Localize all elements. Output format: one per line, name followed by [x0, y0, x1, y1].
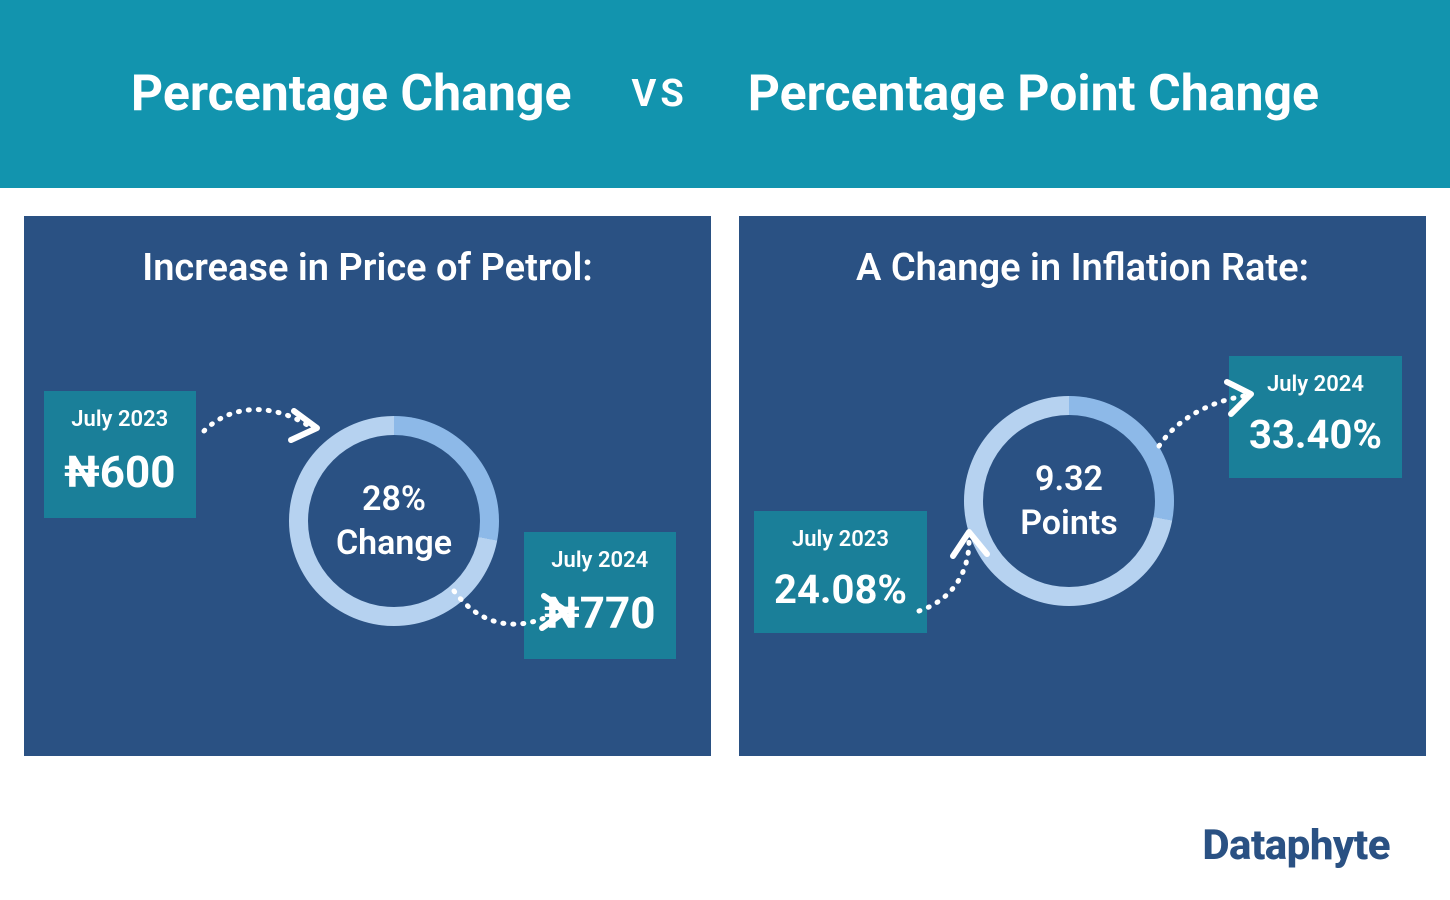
panel-percentage-point-change: A Change in Inflation Rate: July 2023 24… — [739, 216, 1426, 756]
inflation-change-donut: 9.32 Points — [964, 396, 1174, 606]
header-title-right: Percentage Point Change — [748, 65, 1319, 123]
panel-right-title: A Change in Inflation Rate: — [739, 216, 1426, 290]
petrol-donut-line1: 28% — [362, 479, 426, 519]
header-vs: VS — [632, 72, 688, 116]
petrol-2023-value: ₦600 — [64, 446, 176, 498]
header: Percentage Change VS Percentage Point Ch… — [0, 0, 1450, 188]
petrol-2024-box: July 2024 ₦770 — [524, 532, 676, 659]
petrol-2023-box: July 2023 ₦600 — [44, 391, 196, 518]
brand-logo: Dataphyte — [1202, 821, 1390, 870]
petrol-2024-date: July 2024 — [544, 548, 656, 573]
inflation-2024-box: July 2024 33.40% — [1229, 356, 1402, 478]
petrol-2024-value: ₦770 — [544, 587, 656, 639]
inflation-donut-line1: 9.32 — [1035, 459, 1103, 499]
petrol-donut-line2: Change — [336, 523, 452, 563]
petrol-change-donut: 28% Change — [289, 416, 499, 626]
inflation-2023-date: July 2023 — [774, 527, 907, 552]
panels-row: Increase in Price of Petrol: July 2023 ₦… — [0, 188, 1450, 756]
inflation-2023-box: July 2023 24.08% — [754, 511, 927, 633]
inflation-2024-date: July 2024 — [1249, 372, 1382, 397]
inflation-donut-line2: Points — [1020, 503, 1118, 543]
header-title-left: Percentage Change — [131, 65, 572, 123]
petrol-2023-date: July 2023 — [64, 407, 176, 432]
inflation-2023-value: 24.08% — [774, 566, 907, 613]
panel-left-title: Increase in Price of Petrol: — [24, 216, 711, 290]
inflation-2024-value: 33.40% — [1249, 411, 1382, 458]
panel-percentage-change: Increase in Price of Petrol: July 2023 ₦… — [24, 216, 711, 756]
